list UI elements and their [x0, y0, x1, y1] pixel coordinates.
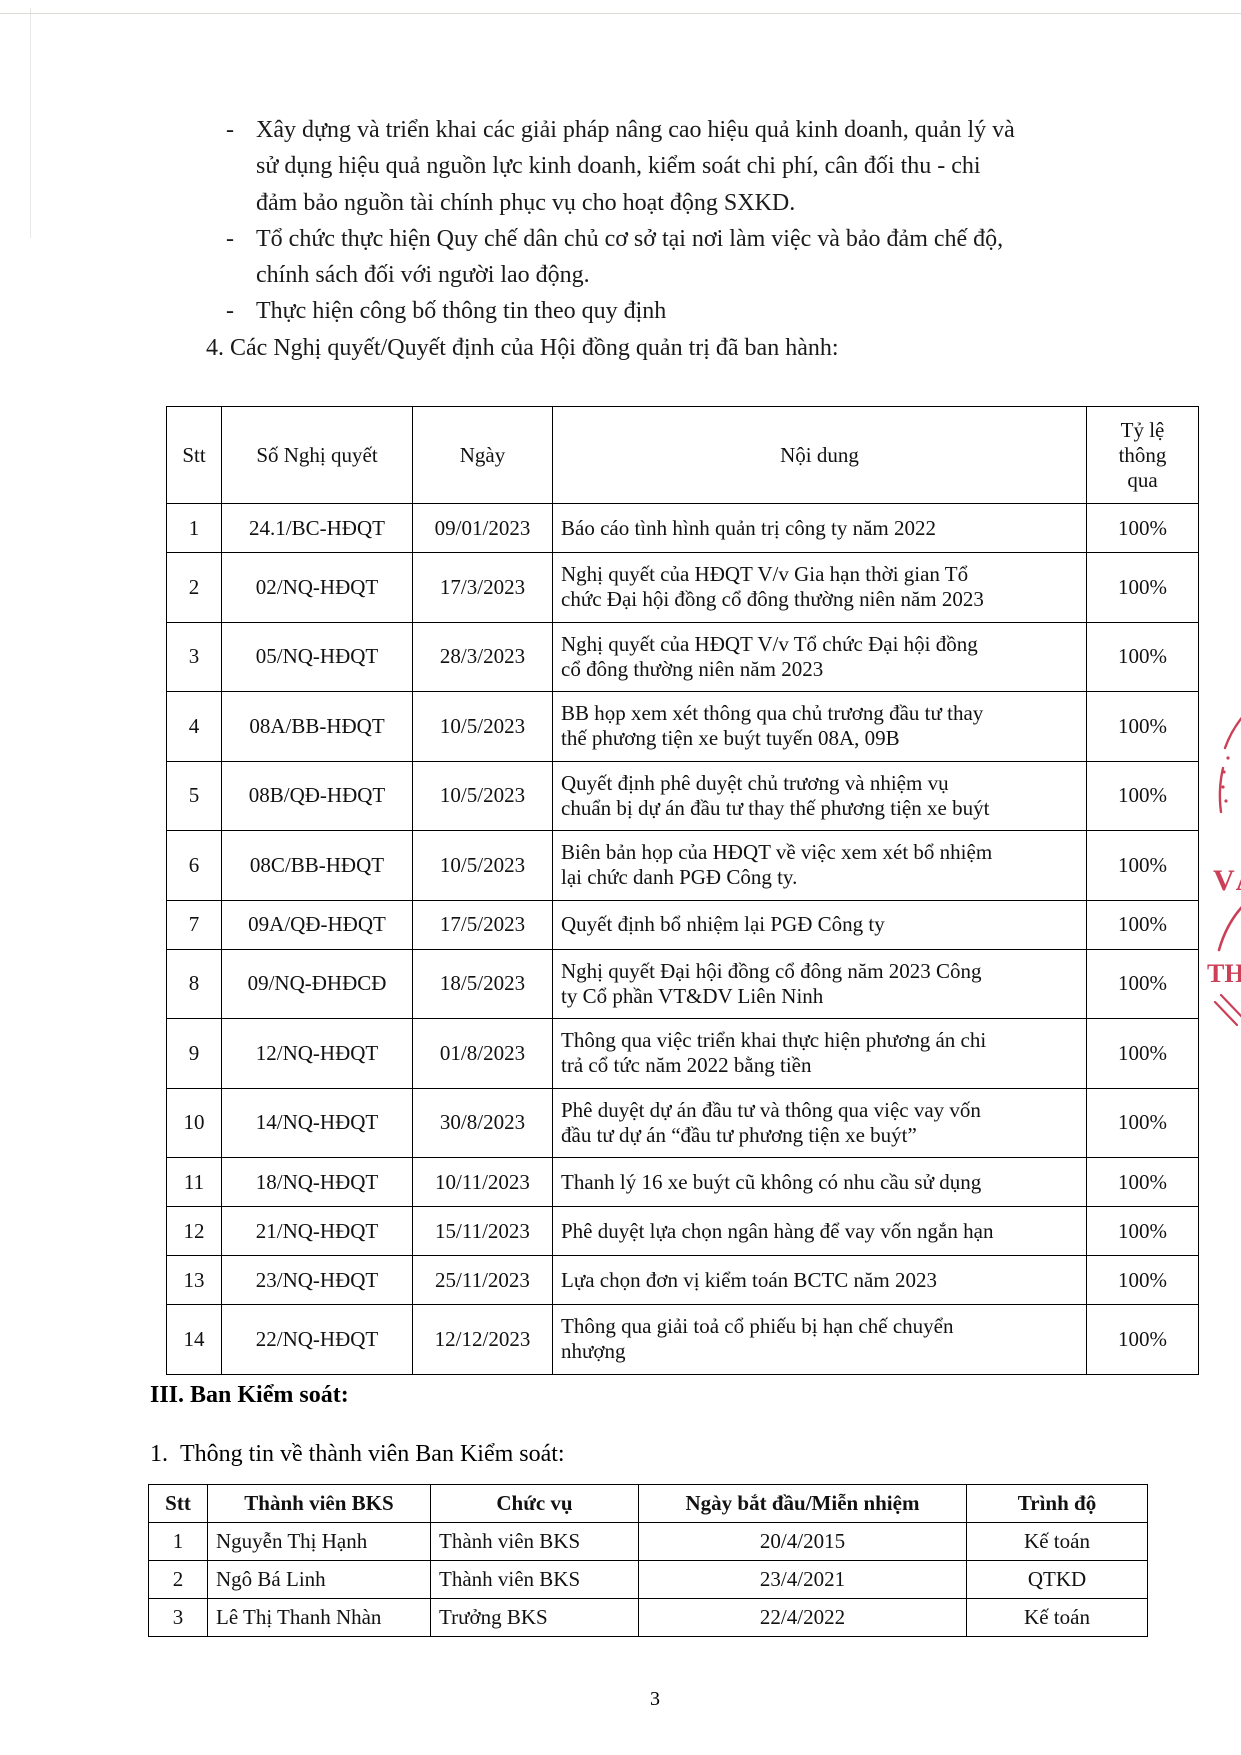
svg-text:THÀNH: THÀNH — [1207, 959, 1241, 988]
svg-text:VẠN: VẠN — [1213, 864, 1241, 897]
